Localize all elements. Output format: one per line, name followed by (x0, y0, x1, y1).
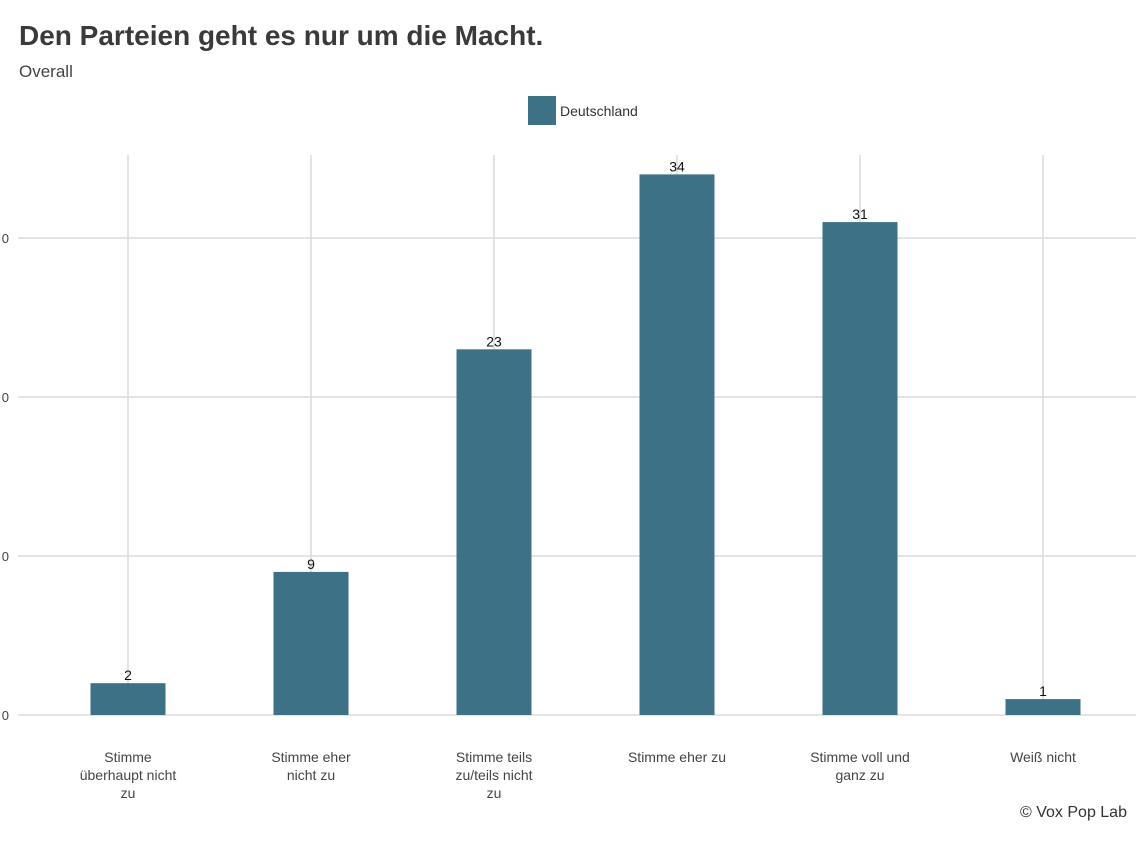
bar-value-labels: 2 9 23 34 31 1 (124, 158, 1047, 699)
vertical-gridlines (127, 155, 1044, 715)
bars (90, 174, 1081, 715)
credit-text: © Vox Pop Lab (1020, 804, 1127, 821)
bar (90, 683, 166, 715)
bar-value-label: 1 (1039, 683, 1047, 699)
bar (456, 349, 532, 715)
y-tick-labels: 0 0 0 0 (2, 231, 9, 723)
y-tick-label: 0 (2, 390, 9, 405)
legend-label-deutschland: Deutschland (560, 102, 638, 119)
x-tick-label: Stimme voll und ganz zu (810, 749, 910, 783)
chart-title: Den Parteien geht es nur um die Macht. (19, 20, 544, 51)
chart-subtitle: Overall (19, 62, 73, 81)
bar-value-label: 23 (486, 333, 502, 349)
y-tick-label: 0 (2, 231, 9, 246)
bar (639, 174, 715, 715)
legend: Deutschland (528, 96, 638, 125)
horizontal-gridlines (18, 237, 1136, 716)
x-tick-label: Stimme teils zu/teils nicht zu (455, 749, 532, 801)
bar-value-label: 31 (852, 206, 868, 222)
y-tick-label: 0 (2, 549, 9, 564)
bar (822, 222, 898, 715)
x-tick-label: Stimme überhaupt nicht zu (80, 749, 177, 801)
x-tick-labels: Stimme überhaupt nicht zu Stimme eher nicht … (80, 749, 1076, 801)
x-tick-label: Stimme eher zu (628, 749, 726, 765)
x-tick-label: Stimme eher nicht zu (271, 749, 351, 783)
legend-swatch-deutschland (528, 96, 556, 125)
x-tick-label: Weiß nicht (1010, 749, 1076, 765)
bar (1005, 699, 1081, 715)
bar-value-label: 9 (307, 556, 315, 572)
bar-value-label: 2 (124, 667, 132, 683)
y-tick-label: 0 (2, 708, 9, 723)
bar-value-label: 34 (669, 158, 685, 174)
bar (273, 571, 349, 715)
